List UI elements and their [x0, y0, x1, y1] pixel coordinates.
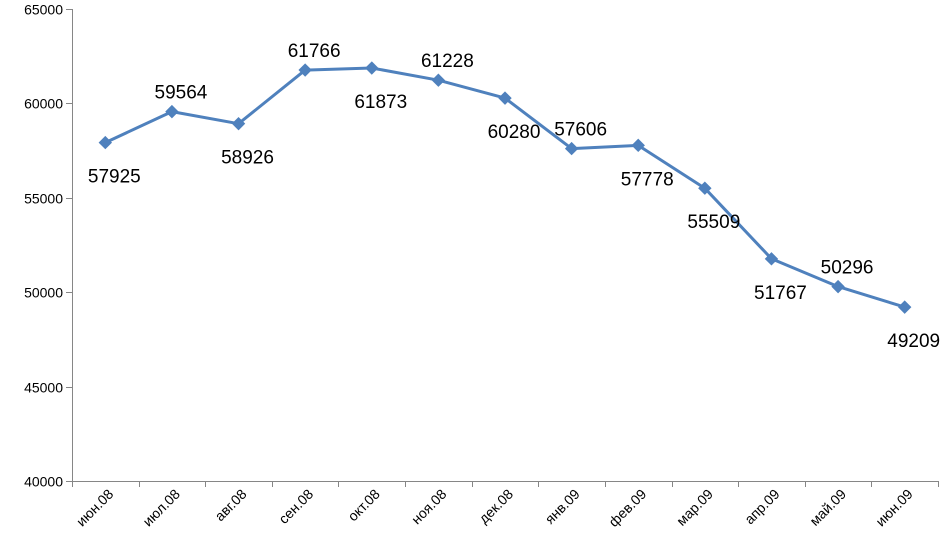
data-label: 61766 [288, 41, 341, 62]
x-tick-label: апр.09 [741, 486, 783, 528]
x-tick-label: окт.08 [344, 486, 383, 525]
data-point-marker [564, 141, 579, 156]
data-point-marker [897, 300, 912, 314]
y-axis-ticks: 40000 45000 50000 55000 60000 65000 [24, 2, 72, 490]
data-point-marker [431, 73, 446, 87]
x-tick-label: фев.09 [605, 486, 649, 530]
series-markers [98, 61, 912, 314]
data-labels: 57925 59564 58926 61766 61873 61228 60280 57606… [88, 41, 940, 352]
data-point-marker [98, 135, 113, 150]
y-tick-label: 40000 [24, 474, 63, 490]
data-label: 58926 [221, 148, 274, 169]
y-tick-label: 60000 [24, 96, 63, 112]
data-point-marker [698, 181, 712, 195]
data-label: 50296 [821, 258, 874, 279]
x-tick-label: июн.09 [872, 486, 916, 530]
data-label: 57778 [621, 169, 674, 190]
data-label: 57606 [554, 120, 607, 141]
data-label: 61228 [421, 51, 474, 72]
data-point-marker [831, 279, 845, 294]
data-point-marker [231, 116, 246, 131]
x-axis-ticks: июн.08 июл.08 авг.08 сен.08 окт.08 ноя.08 дек.… [72, 481, 939, 530]
data-label: 59564 [155, 83, 208, 104]
x-tick-label: дек.08 [475, 486, 516, 527]
x-tick-label: авг.08 [211, 486, 249, 524]
data-point-marker [365, 61, 379, 75]
x-tick-label: май.09 [806, 486, 849, 529]
data-point-marker [298, 63, 312, 77]
data-label: 49209 [887, 331, 940, 352]
x-tick-label: сен.08 [275, 486, 316, 527]
data-point-marker [764, 252, 779, 266]
data-point-marker [498, 91, 512, 105]
x-tick-label: мар.09 [673, 486, 716, 529]
y-tick-label: 65000 [24, 2, 63, 18]
x-tick-label: ноя.08 [408, 486, 450, 528]
y-tick-label: 50000 [24, 285, 63, 301]
data-label: 55509 [687, 212, 740, 233]
x-tick-label: июл.08 [139, 486, 183, 530]
chart-axes [72, 9, 938, 482]
x-tick-label: июн.08 [73, 486, 117, 530]
data-label: 51767 [754, 283, 807, 304]
data-label: 60280 [488, 122, 541, 143]
y-tick-label: 55000 [24, 191, 63, 207]
data-point-marker [165, 104, 179, 119]
data-label: 57925 [88, 167, 141, 188]
data-label: 61873 [354, 92, 407, 113]
data-point-marker [631, 138, 645, 153]
y-tick-label: 45000 [24, 380, 63, 396]
x-tick-label: янв.09 [542, 486, 583, 527]
